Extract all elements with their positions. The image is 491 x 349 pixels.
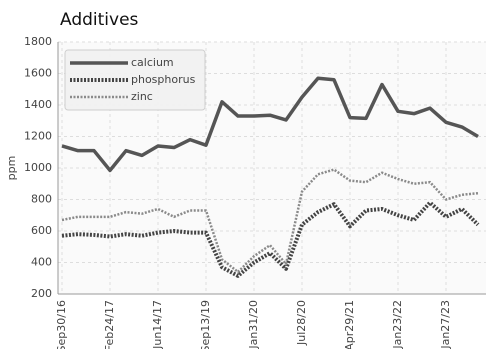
series-line [61,200,480,278]
x-tick-label: Feb24/17 [103,300,116,349]
y-tick-label: 1400 [24,98,52,111]
y-tick-label: 400 [31,256,52,269]
chart-title: Additives [60,10,139,30]
x-tick-label: Sep30/16 [55,300,68,349]
x-tick-label: Jun14/17 [151,300,164,349]
x-tick-label: Jan31/20 [247,300,260,349]
x-tick-label: Jan23/22 [391,300,404,349]
x-tick-label: Jan27/23 [439,300,452,349]
y-tick-label: 1800 [24,35,52,48]
y-tick-label: 800 [31,193,52,206]
series-line [61,168,479,274]
y-axis-label: ppm [5,156,18,181]
legend-box [64,49,206,111]
x-tick-label: Sep13/19 [199,300,212,349]
series-line [61,76,479,173]
legend-label: zinc [131,90,153,103]
y-tick-label: 200 [31,287,52,300]
legend-label: phosphorus [131,73,196,86]
legend-label: calcium [131,56,174,69]
y-tick-label: 1600 [24,67,52,80]
x-tick-label: Jul28/20 [295,300,308,346]
y-tick-label: 1000 [24,161,52,174]
y-tick-label: 600 [31,224,52,237]
x-tick-label: Apr29/21 [343,300,356,349]
y-tick-label: 1200 [24,130,52,143]
